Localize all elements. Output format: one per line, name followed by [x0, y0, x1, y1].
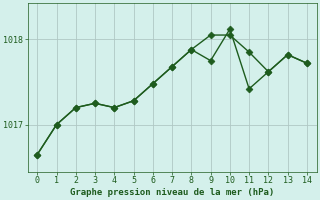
X-axis label: Graphe pression niveau de la mer (hPa): Graphe pression niveau de la mer (hPa) [70, 188, 274, 197]
